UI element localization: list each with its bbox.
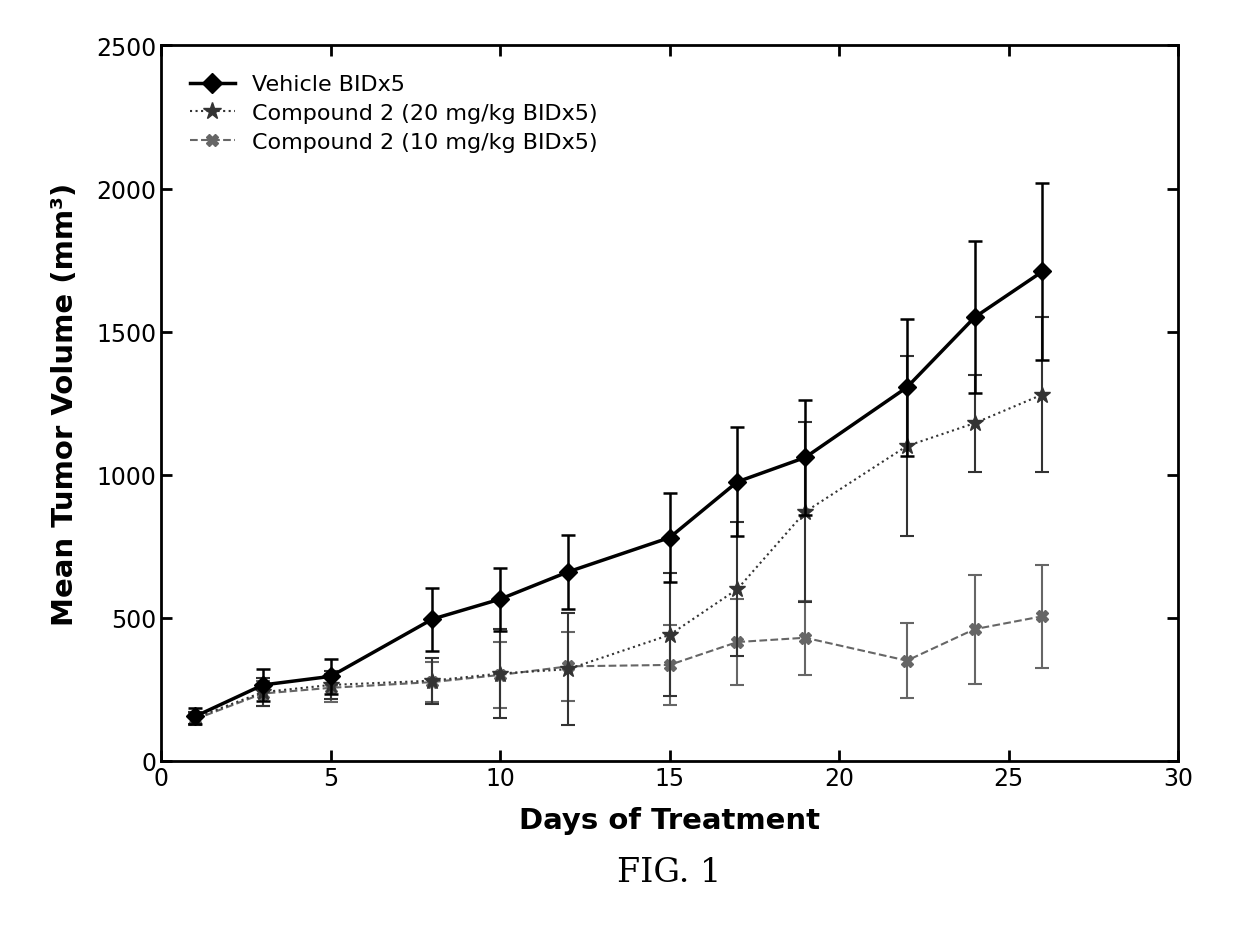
X-axis label: Days of Treatment: Days of Treatment xyxy=(520,806,820,834)
Legend: Vehicle BIDx5, Compound 2 (20 mg/kg BIDx5), Compound 2 (10 mg/kg BIDx5): Vehicle BIDx5, Compound 2 (20 mg/kg BIDx… xyxy=(172,58,616,171)
Text: FIG. 1: FIG. 1 xyxy=(618,857,722,888)
Y-axis label: Mean Tumor Volume (mm³): Mean Tumor Volume (mm³) xyxy=(51,182,79,625)
